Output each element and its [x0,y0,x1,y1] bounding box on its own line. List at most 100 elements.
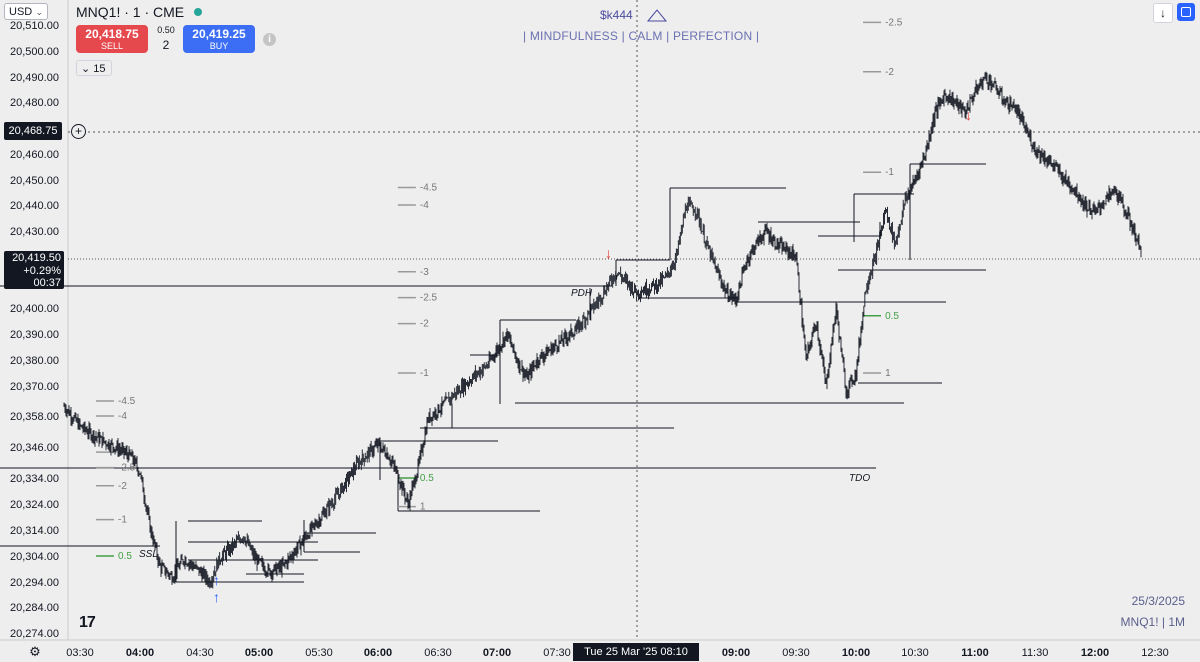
time-tick-label: 07:30 [543,647,571,659]
interval-selector[interactable]: ⌄ 15 [76,60,112,76]
price-tick-label: 20,370.00 [10,381,59,393]
buy-price: 20,419.25 [192,27,246,41]
market-status-dot [194,8,202,16]
time-tick-label: 04:00 [126,647,154,659]
price-tick-label: 20,358.00 [10,411,59,423]
time-tick-label: 12:00 [1081,647,1109,659]
price-tick-label: 20,274.00 [10,628,59,640]
time-tick-label: 06:30 [424,647,452,659]
price-tick-label: 20,480.00 [10,97,59,109]
crosshair-time-label: Tue 25 Mar '25 08:10 [573,643,699,661]
price-tick-label: 20,294.00 [10,577,59,589]
time-tick-label: 05:00 [245,647,273,659]
sell-button[interactable]: 20,418.75 SELL [76,25,148,53]
time-tick-label: 07:00 [483,647,511,659]
price-tick-label: 20,400.00 [10,303,59,315]
fib-level-label: -2 [420,319,429,330]
sell-price: 20,418.75 [85,27,139,41]
time-tick-label: 09:00 [722,647,750,659]
sell-signal-arrow-icon: ↓ [965,107,972,123]
price-tick-label: 20,430.00 [10,226,59,238]
watermark-tagline: | MINDFULNESS | CALM | PERFECTION | [523,29,760,43]
bar-countdown: 00:37 [33,277,61,289]
triangle-icon [646,9,668,22]
price-tick-label: 20,304.00 [10,551,59,563]
time-tick-label: 05:30 [305,647,333,659]
chevron-down-icon: ⌄ [81,63,94,75]
fib-level-label: 0.5 [420,473,434,484]
last-price-value: 20,419.50 [12,252,61,264]
watermark-handle: $k444 [600,8,633,22]
fib-level-label: -4.5 [420,183,438,194]
buy-signal-arrow-icon: ↑ [213,572,220,588]
time-tick-label: 11:30 [1022,647,1049,659]
price-tick-label: 20,500.00 [10,46,59,58]
price-tick-label: 20,380.00 [10,355,59,367]
fib-levels: -4.5-4-3-2.5-2-10.5-4.5-4-3-2.5-2-10.51-… [96,17,903,562]
fib-level-label: -2 [885,67,894,78]
time-axis[interactable]: 03:30 04:00 04:30 05:00 05:30 06:00 06:30 07:00… [66,647,1169,659]
fib-level-label: -2.5 [118,463,136,474]
date-stamp: 25/3/2025 [1131,594,1185,608]
currency-label: USD [9,6,33,18]
price-tick-label: 20,490.00 [10,72,59,84]
fib-level-label: -2 [118,481,127,492]
time-tick-label: 09:30 [782,647,810,659]
fib-level-label: -2.5 [420,293,438,304]
price-tick-label: 20,314.00 [10,525,59,537]
fib-level-label: -4 [420,200,429,211]
price-tick-label: 20,460.00 [10,149,59,161]
fib-level-label: -1 [885,167,894,178]
time-tick-label: 11:00 [961,647,989,659]
fib-level-label: 0.5 [118,551,132,562]
plus-circle-icon[interactable]: + [71,124,86,139]
fib-level-label: 1 [420,502,426,513]
symbol-stamp: MNQ1! | 1M [1120,615,1185,629]
settings-gear-icon[interactable]: ⚙ [29,644,41,659]
ssl-label: SSL [139,549,158,560]
fib-level-label: 1 [885,368,891,379]
last-price-change: +0.29% [23,264,61,277]
sell-signal-arrow-icon: ↓ [605,245,612,261]
buy-label: BUY [209,41,229,51]
price-tick-label: 20,284.00 [10,602,59,614]
last-price-label: 20,419.50 +0.29% 00:37 [4,251,64,289]
fib-level-label: -3 [420,267,429,278]
tradingview-logo-icon[interactable]: 17 [79,614,96,631]
down-arrow-icon[interactable]: ↓ [1153,3,1173,23]
time-tick-label: 10:00 [842,647,870,659]
fib-level-label: -4.5 [118,396,136,407]
pdh-label: PDH [571,288,593,299]
info-icon[interactable]: i [263,33,276,46]
price-tick-label: 20,510.00 [10,20,59,32]
fib-level-label: -1 [118,515,127,526]
price-tick-label: 20,324.00 [10,499,59,511]
quantity-value[interactable]: 2 [162,38,170,52]
time-tick-label: 10:30 [901,647,929,659]
tdo-label: TDO [849,473,870,484]
price-tick-label: 20,334.00 [10,473,59,485]
symbol-title[interactable]: MNQ1! · 1 · CME [76,4,185,20]
fib-level-label: -2.5 [885,17,903,28]
currency-selector[interactable]: USD ⌄ [4,3,48,20]
price-tick-label: 20,450.00 [10,175,59,187]
spread-value: 0.50 [157,25,175,35]
price-tick-label: 20,390.00 [10,329,59,341]
time-tick-label: 12:30 [1141,647,1169,659]
candle-series [63,71,1142,589]
fib-level-label: -1 [420,368,429,379]
fib-level-label: 0.5 [885,311,899,322]
buy-button[interactable]: 20,419.25 BUY [183,25,255,53]
price-tick-label: 20,346.00 [10,442,59,454]
time-tick-label: 04:30 [186,647,214,659]
settings-square-icon[interactable] [1177,3,1195,21]
time-tick-label: 06:00 [364,647,392,659]
crosshair-price-label: 20,468.75 [4,122,62,140]
chevron-down-icon: ⌄ [35,7,43,17]
time-tick-label: 03:30 [66,647,94,659]
price-tick-label: 20,440.00 [10,200,59,212]
sell-label: SELL [100,41,124,51]
interval-value: 15 [93,63,106,75]
